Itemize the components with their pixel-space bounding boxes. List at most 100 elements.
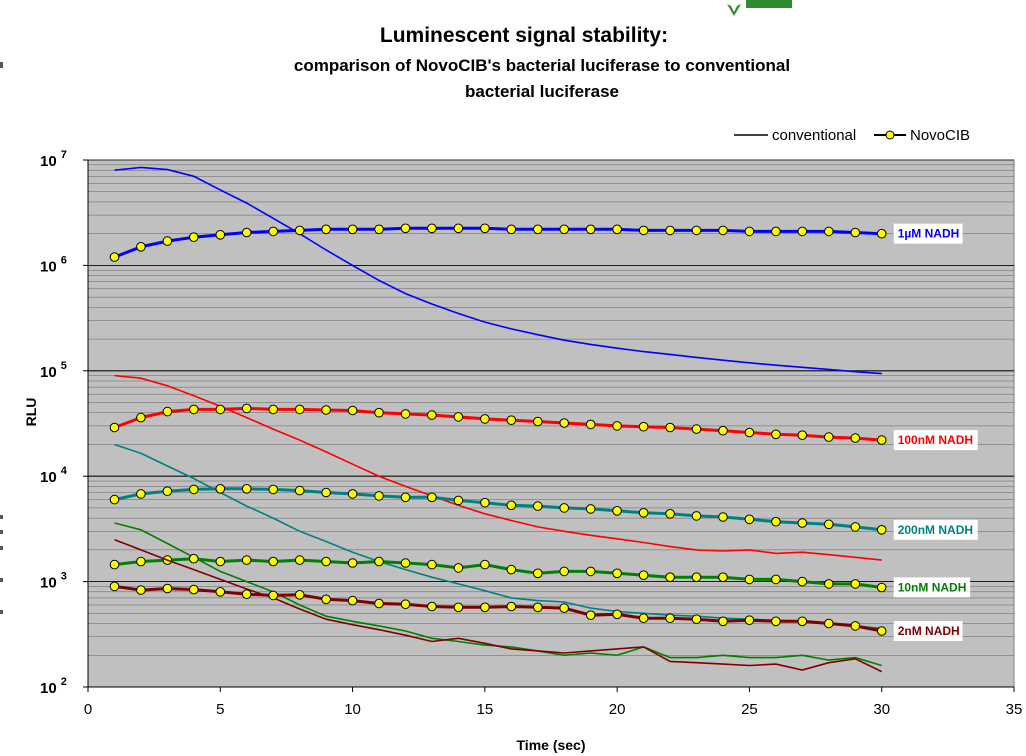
novocib-point-200nm-nadh — [771, 516, 781, 527]
series-label-10nm-nadh: 10nM NADH — [898, 580, 967, 594]
x-tick-label: 20 — [609, 701, 626, 718]
novocib-point-2nm-nadh — [374, 598, 384, 609]
novocib-point-10nm-nadh — [559, 566, 570, 577]
y-tick-label: 10 7 — [40, 149, 67, 170]
y-axis-label: RLU — [23, 398, 39, 427]
series-label-100nm-nadh: 100nM NADH — [898, 433, 973, 447]
edge-fragment — [0, 610, 3, 614]
novocib-point-100nm-nadh — [268, 404, 279, 415]
novocib-point-10nm-nadh — [691, 572, 702, 583]
novocib-point-1um-nadh — [480, 223, 490, 234]
novocib-point-1um-nadh — [347, 224, 358, 235]
novocib-point-10nm-nadh — [638, 570, 649, 581]
edge-fragment — [0, 62, 3, 68]
novocib-point-10nm-nadh — [400, 558, 411, 568]
chart-subtitle-line-2: bacterial luciferase — [465, 82, 619, 101]
novocib-point-100nm-nadh — [771, 429, 781, 440]
novocib-point-200nm-nadh — [136, 489, 146, 499]
novocib-point-1um-nadh — [453, 223, 464, 234]
series-label-box-2nm-nadh — [893, 620, 963, 641]
novocib-point-2nm-nadh — [824, 618, 834, 629]
novocib-point-10nm-nadh — [612, 568, 622, 579]
novocib-point-100nm-nadh — [294, 404, 305, 415]
gridlines — [88, 159, 1014, 688]
novocib-point-10nm-nadh — [850, 579, 861, 589]
y-tick-exponent: 4 — [61, 465, 68, 477]
x-axis-label: Time (sec) — [517, 737, 586, 753]
novocib-point-2nm-nadh — [215, 587, 226, 597]
x-tick-label: 5 — [216, 701, 224, 718]
x-tick-label: 30 — [873, 701, 890, 718]
novocib-point-200nm-nadh — [162, 486, 173, 497]
novocib-point-10nm-nadh — [241, 555, 252, 565]
novocib-point-10nm-nadh — [824, 579, 834, 589]
novocib-point-100nm-nadh — [533, 416, 543, 427]
novocib-point-200nm-nadh — [533, 501, 543, 511]
edge-fragment — [0, 578, 3, 582]
novocib-point-1um-nadh — [797, 226, 808, 237]
novocib-point-1um-nadh — [294, 225, 305, 236]
novocib-point-1um-nadh — [850, 227, 861, 238]
novocib-point-1um-nadh — [189, 232, 199, 242]
novocib-point-1um-nadh — [691, 225, 702, 236]
novocib-point-100nm-nadh — [824, 432, 834, 442]
x-tick-label: 35 — [1006, 701, 1023, 718]
novocib-point-100nm-nadh — [162, 406, 173, 417]
novocib-point-10nm-nadh — [215, 556, 226, 567]
novocib-point-200nm-nadh — [506, 500, 517, 511]
novocib-point-100nm-nadh — [797, 430, 808, 441]
logo-fragment — [727, 0, 792, 16]
y-tick-exponent: 2 — [61, 676, 67, 688]
novocib-point-10nm-nadh — [718, 572, 728, 583]
y-tick-exponent: 5 — [61, 360, 67, 372]
x-tick-label: 10 — [344, 701, 361, 718]
novocib-point-100nm-nadh — [744, 427, 755, 438]
novocib-point-1um-nadh — [109, 252, 120, 262]
novocib-point-100nm-nadh — [374, 407, 384, 418]
novocib-point-100nm-nadh — [559, 418, 570, 428]
novocib-point-200nm-nadh — [268, 484, 279, 495]
novocib-point-1um-nadh — [321, 224, 331, 235]
x-tick-label: 25 — [741, 701, 758, 718]
novocib-point-200nm-nadh — [824, 519, 834, 530]
novocib-point-2nm-nadh — [189, 584, 199, 595]
novocib-point-100nm-nadh — [480, 414, 490, 424]
novocib-point-200nm-nadh — [718, 512, 728, 522]
novocib-point-2nm-nadh — [109, 581, 120, 592]
novocib-point-1um-nadh — [400, 223, 411, 234]
chart-subtitle-line-1: comparison of NovoCIB's bacterial lucife… — [294, 56, 790, 75]
novocib-point-10nm-nadh — [321, 556, 331, 567]
novocib-point-200nm-nadh — [347, 489, 358, 499]
novocib-point-100nm-nadh — [665, 422, 675, 433]
conventional-line-2nm-nadh — [114, 538, 883, 673]
novocib-point-1um-nadh — [612, 224, 622, 235]
novocib-point-200nm-nadh — [638, 508, 649, 518]
novocib-point-200nm-nadh — [321, 487, 331, 498]
novocib-point-1um-nadh — [427, 223, 437, 234]
novocib-point-10nm-nadh — [268, 556, 279, 567]
novocib-point-2nm-nadh — [506, 601, 517, 612]
series-layer — [109, 166, 887, 673]
y-tick-exponent: 7 — [61, 149, 67, 161]
novocib-point-200nm-nadh — [294, 485, 305, 496]
y-tick-label: 10 3 — [40, 571, 67, 592]
novocib-point-2nm-nadh — [850, 621, 861, 631]
novocib-point-10nm-nadh — [374, 556, 384, 567]
novocib-point-2nm-nadh — [585, 610, 596, 621]
novocib-point-2nm-nadh — [347, 595, 358, 606]
novocib-point-10nm-nadh — [189, 553, 199, 564]
series-label-box-10nm-nadh — [893, 577, 971, 598]
legend-novocib-marker — [885, 130, 895, 140]
novocib-point-10nm-nadh — [480, 559, 490, 570]
novocib-point-2nm-nadh — [294, 590, 305, 600]
novocib-point-100nm-nadh — [850, 433, 861, 443]
novocib-point-10nm-nadh — [294, 555, 305, 565]
x-tick-label: 15 — [477, 701, 494, 718]
series-label-200nm-nadh: 200nM NADH — [898, 523, 973, 537]
chart-title: Luminescent signal stability: — [380, 24, 668, 47]
novocib-point-200nm-nadh — [665, 509, 675, 519]
novocib-point-200nm-nadh — [559, 503, 570, 513]
novocib-point-200nm-nadh — [374, 491, 384, 501]
